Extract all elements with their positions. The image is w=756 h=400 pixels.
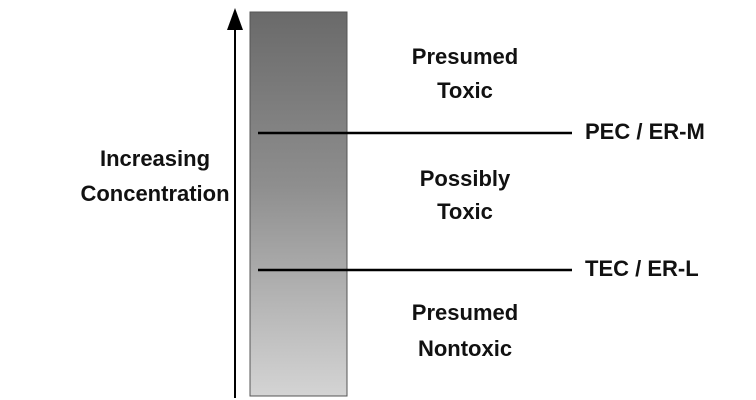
axis-arrow-head — [227, 8, 243, 30]
zone-label: Toxic — [437, 199, 493, 224]
zone-label: Toxic — [437, 78, 493, 103]
axis-label: Concentration — [80, 181, 229, 206]
threshold-label: TEC / ER-L — [585, 256, 699, 281]
zone-label: Presumed — [412, 300, 518, 325]
zone-label: Nontoxic — [418, 336, 512, 361]
threshold-label: PEC / ER-M — [585, 119, 705, 144]
zone-label: Possibly — [420, 166, 511, 191]
concentration-bar — [249, 11, 348, 397]
zone-label: Presumed — [412, 44, 518, 69]
axis-label: Increasing — [100, 146, 210, 171]
